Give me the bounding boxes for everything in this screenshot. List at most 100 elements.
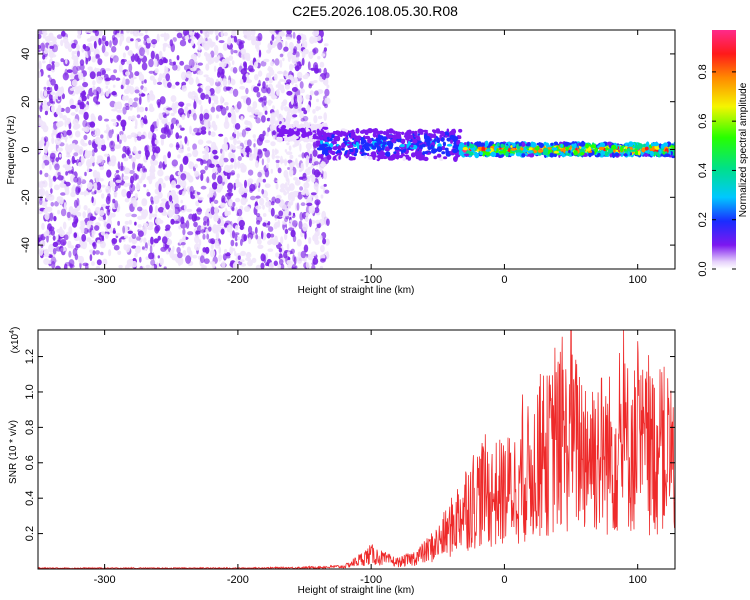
y-tick-label: 0.2 [24,526,36,541]
spectrogram-cell [66,166,73,171]
spectrogram-cell [187,146,191,152]
spectrogram-cell [275,159,280,163]
spectrogram-cell [288,184,291,192]
spectrogram-cell [134,125,138,129]
spectrogram-cell [231,30,237,37]
spectrogram-cell [253,74,259,81]
spectrogram-cell [82,75,86,83]
spectrogram-cell [84,149,89,157]
spectrogram-cell [67,240,72,249]
spectrogram-cell [367,156,373,160]
spectrogram-cell [205,76,211,83]
spectrogram-cell [240,48,246,55]
spectrogram-cell [112,84,116,88]
spectrogram-cell [235,182,240,189]
spectrogram-cell [298,95,303,104]
spectrogram-cell [221,195,226,204]
spectrogram-cell [122,225,128,233]
spectrogram-cell [289,154,294,159]
spectrogram-cell [296,202,300,211]
spectrogram-cell [189,36,196,40]
spectrogram-cell [134,30,139,35]
spectrogram-cell [92,85,96,94]
spectrogram-cell [446,143,453,147]
spectrogram-cell [107,192,111,202]
spectrogram-cell [282,135,288,139]
spectrogram-cell [176,55,180,61]
spectrogram-cell [203,42,210,51]
spectrogram-cell [271,148,275,155]
spectrogram-cell [62,164,68,168]
spectrogram-cell [57,147,63,152]
spectrogram-cell [217,55,220,60]
spectrogram-cell [77,99,82,105]
spectrogram-cell [313,47,319,54]
spectrogram-cell [94,128,101,137]
spectrogram-cell [72,143,76,148]
spectrogram-cell [252,101,258,109]
spectrogram-cell [631,149,636,152]
spectrogram-cell [89,155,96,164]
spectrogram-cell [637,146,640,150]
spectrogram-cell [90,47,95,53]
spectrogram-cell [297,257,303,264]
spectrogram-cell [190,39,195,47]
spectrogram-cell [271,87,275,96]
spectrogram-cell [175,184,181,189]
spectrogram-cell [61,130,68,138]
spectrogram-cell [290,64,296,68]
spectrogram-cell [143,39,147,46]
spectrogram-cell [41,162,45,170]
spectrogram-cell [314,124,318,128]
spectrogram-cell [67,118,71,124]
spectrogram-cell [205,246,210,254]
spectrogram-cell [128,97,134,107]
spectrogram-cell [89,254,93,262]
spectrogram-cell [355,136,361,140]
spectrogram-cell [199,255,205,264]
spectrogram-cell [178,189,183,196]
spectrogram-cell [137,224,142,228]
spectrogram-cell [348,157,355,161]
spectrogram-cell [441,146,446,151]
spectrogram-cell [101,234,104,241]
spectrogram-cell [271,152,275,160]
spectrogram-cell [114,144,121,150]
spectrogram-cell [53,61,60,68]
spectrogram-cell [590,144,596,149]
spectrogram-cell [103,220,107,228]
spectrogram-cell [245,120,252,126]
spectrogram-cell [55,265,61,269]
spectrogram-cell [73,61,79,67]
spectrogram-cell [436,137,440,144]
spectrogram-cell [122,175,129,180]
spectrogram-cell [134,221,137,226]
spectrogram-cell [262,213,267,217]
spectrogram-cell [105,185,112,194]
spectrogram-cell [208,226,212,232]
spectrogram-cell [152,252,155,260]
spectrogram-cell [148,103,154,109]
spectrogram-cell [139,265,143,269]
spectrogram-cell [129,183,136,192]
x-tick-label: -100 [360,274,382,286]
spectrogram-cell [634,146,638,149]
spectrogram-cell [253,61,259,68]
spectrogram-cell [213,124,218,131]
spectrogram-cell [266,163,269,169]
spectrogram-cell [186,174,192,179]
spectrogram-cell [89,71,96,80]
spectrogram-cell [293,256,297,265]
spectrogram-cell [55,133,62,140]
spectrogram-cell [122,52,126,58]
spectrogram-cell [233,182,237,191]
spectrogram-cell [226,189,233,193]
spectrogram-cell [261,86,268,94]
spectrogram-cell [394,146,400,151]
spectrogram-cell [236,140,241,144]
spectrogram-cell [108,88,111,94]
spectrogram-cell [104,40,109,47]
spectrogram-cell [324,103,328,109]
spectrogram-cell [245,127,252,132]
spectrogram-cell [231,60,235,65]
